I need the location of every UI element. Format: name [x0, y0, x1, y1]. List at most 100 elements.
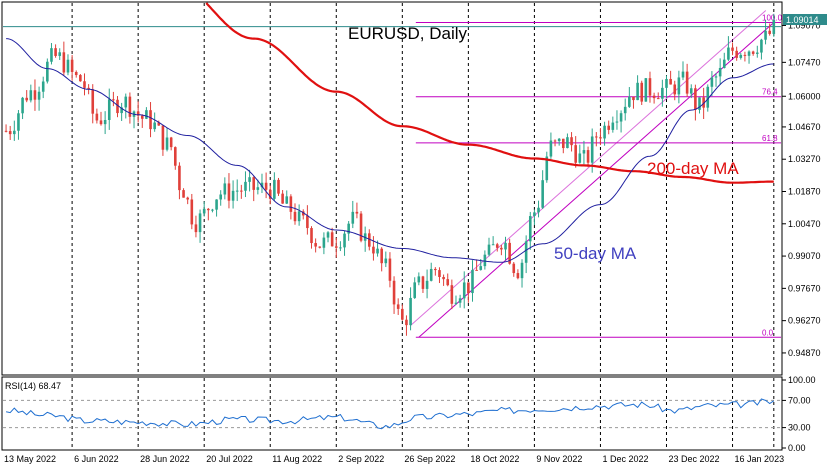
candle-body [409, 297, 412, 326]
candle-body [318, 246, 322, 248]
candle-body [648, 78, 652, 96]
candle-body [545, 156, 549, 181]
candle-body [244, 181, 247, 191]
candle-body [173, 147, 177, 166]
candle-body [454, 302, 458, 304]
candle-body [157, 122, 161, 126]
candle-body [215, 199, 218, 210]
candle-body [79, 75, 82, 82]
candle-body [731, 47, 734, 51]
candle-body [334, 246, 338, 248]
candle-body [714, 76, 718, 78]
candle-body [223, 183, 227, 195]
candle-body [450, 285, 454, 304]
candle-body [186, 197, 189, 200]
candle-body [293, 211, 297, 222]
candle-body [198, 213, 202, 233]
candle-body [578, 153, 582, 163]
candle-body [219, 194, 223, 200]
candle-body [718, 67, 722, 77]
candle-body [351, 211, 355, 224]
x-tick-label: 28 Jun 2022 [140, 454, 190, 464]
candle-body [669, 78, 672, 85]
candle-body [136, 111, 140, 116]
candle-body [153, 122, 156, 130]
candle-body [462, 282, 466, 299]
candle-body [557, 138, 561, 142]
candle-body [347, 223, 350, 234]
candle-body [165, 137, 169, 150]
rsi-y-tick-label: 70.00 [788, 395, 811, 405]
candle-body [50, 48, 53, 62]
candle-body [615, 121, 619, 123]
rsi-y-tick-label: 0.00 [788, 443, 806, 453]
y-tick-label: 1.00470 [788, 219, 821, 229]
candle-body [339, 247, 342, 249]
candle-body [17, 113, 20, 131]
candle-body [681, 71, 685, 78]
candle-body [120, 107, 123, 114]
candle-body [644, 78, 648, 102]
candle-body [739, 54, 743, 58]
candle-body [285, 196, 289, 204]
rsi-title: RSI(14) 68.47 [5, 381, 61, 391]
candle-body [760, 39, 763, 53]
rsi-panel-frame [1, 376, 783, 451]
candle-body [25, 97, 29, 101]
y-tick-label: 1.09070 [788, 20, 821, 30]
x-tick-label: 1 Dec 2022 [602, 454, 648, 464]
candle-body [252, 177, 256, 190]
candle-body [512, 263, 516, 274]
y-tick-label: 1.07470 [788, 57, 821, 67]
candle-body [508, 242, 511, 264]
y-tick-label: 1.03270 [788, 154, 821, 164]
candle-body [735, 50, 738, 58]
candle-body [314, 243, 317, 247]
candle-body [495, 244, 499, 248]
price-tag-bg [783, 14, 827, 25]
candle-body [442, 277, 445, 280]
candle-body [256, 187, 260, 190]
candle-body [66, 59, 70, 73]
candle-body [392, 280, 396, 305]
candle-body [99, 120, 103, 125]
fib-level-label: 0.0 [762, 328, 774, 337]
candle-body [29, 90, 33, 101]
rsi-line [5, 398, 775, 430]
candle-body [652, 95, 656, 99]
chart-title: EURUSD, Daily [348, 24, 468, 43]
candle-body [182, 190, 185, 198]
candle-body [537, 207, 540, 213]
candle-body [661, 87, 664, 99]
candle-body [685, 71, 689, 94]
candle-body [623, 106, 627, 114]
candle-body [112, 99, 115, 101]
candle-body [169, 137, 173, 148]
rsi-path [5, 398, 775, 430]
candle-body [91, 89, 95, 114]
candle-body [570, 137, 573, 146]
y-tick-label: 1.06000 [788, 91, 821, 101]
candle-body [487, 244, 491, 255]
fib-level-label: 100.0 [762, 13, 783, 22]
x-tick-label: 16 Jan 2023 [735, 454, 785, 464]
candle-body [310, 228, 313, 244]
candle-body [41, 81, 45, 92]
candle-body [227, 183, 231, 201]
candle-body [500, 247, 503, 250]
candle-body [743, 54, 747, 56]
candle-body [619, 113, 623, 122]
candle-body [586, 150, 590, 163]
candle-body [107, 99, 111, 120]
candle-body [33, 90, 37, 100]
candle-body [46, 61, 49, 82]
candle-body [281, 193, 284, 204]
candle-body [355, 211, 359, 214]
fibonacci-levels: 100.0 76.4 61.8 0.0 [410, 10, 783, 338]
y-tick-label: 1.01870 [788, 186, 821, 196]
candle-body [590, 136, 594, 163]
candle-body [446, 279, 450, 286]
candle-body [425, 280, 429, 289]
candle-body [438, 270, 441, 278]
candle-body [417, 276, 421, 283]
